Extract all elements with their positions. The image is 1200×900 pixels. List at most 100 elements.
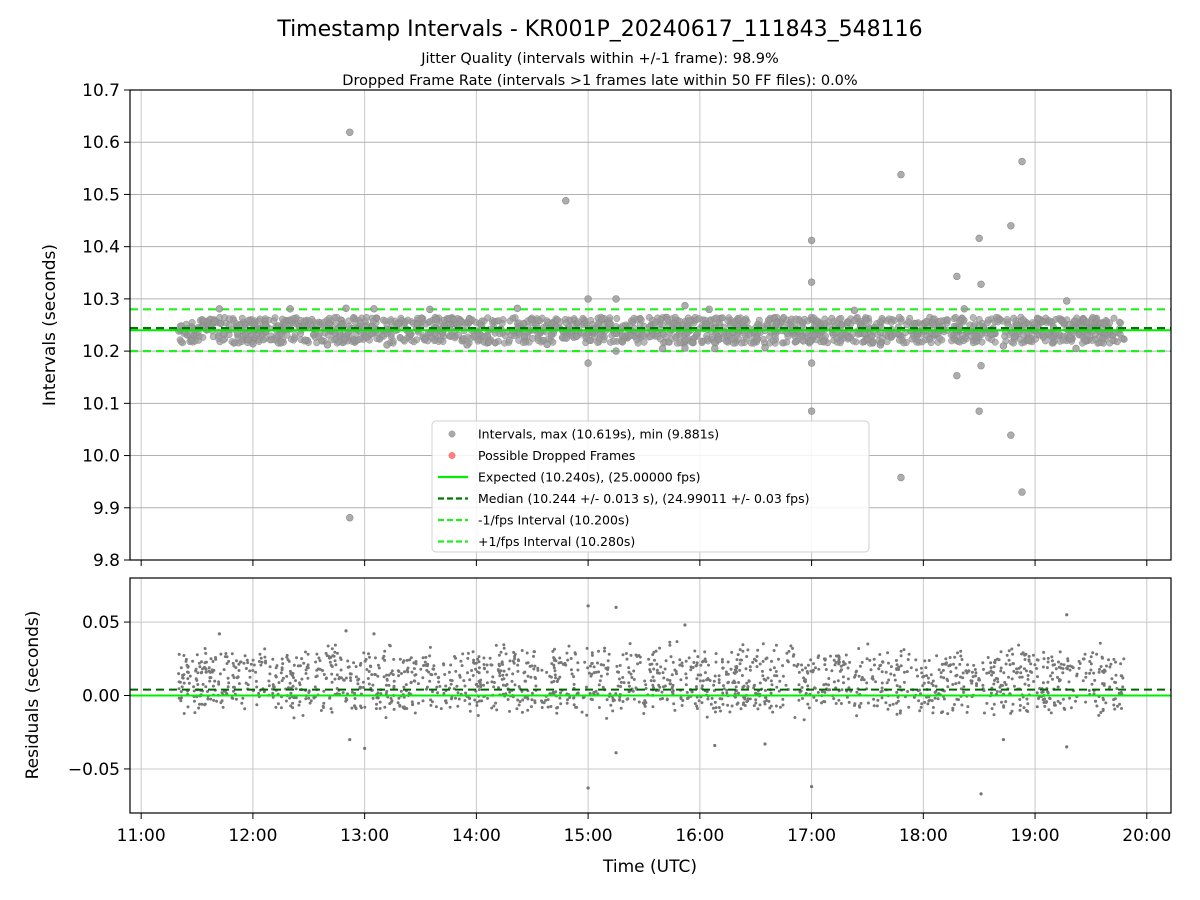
residual-point: [590, 698, 594, 702]
residual-point: [263, 647, 267, 651]
residual-point: [1103, 669, 1107, 673]
residual-point: [775, 674, 779, 678]
residual-point: [617, 670, 621, 674]
interval-band-point: [574, 318, 582, 326]
residual-point: [382, 675, 386, 679]
residual-point: [559, 702, 563, 706]
residual-point: [505, 673, 509, 677]
residual-point: [781, 697, 785, 701]
residual-point: [298, 700, 302, 704]
residual-point: [331, 654, 335, 658]
residual-point: [650, 662, 654, 666]
residual-point: [257, 691, 261, 695]
residual-point: [312, 695, 316, 699]
interval-band-point: [908, 335, 916, 343]
residual-point: [973, 668, 977, 671]
interval-point: [612, 295, 620, 303]
residual-point: [873, 663, 876, 667]
residual-point: [208, 679, 212, 683]
residual-point: [516, 663, 520, 667]
residual-point: [1051, 663, 1055, 667]
residual-point: [324, 677, 328, 681]
residual-point: [752, 704, 756, 708]
residual-point: [982, 711, 986, 715]
residual-point: [1074, 699, 1077, 703]
residual-point: [807, 706, 811, 710]
residual-point: [652, 667, 656, 671]
residual-point: [435, 685, 439, 689]
residual-point: [516, 669, 520, 673]
interval-band-point: [468, 316, 476, 324]
residual-point: [916, 674, 919, 678]
residual-point: [389, 700, 393, 704]
residual-point: [368, 655, 371, 659]
residual-point: [651, 705, 655, 709]
residual-point: [534, 684, 538, 688]
residual-point: [614, 751, 618, 755]
residual-point: [1107, 658, 1110, 662]
residual-point: [430, 700, 434, 704]
residual-point: [476, 657, 480, 661]
residual-point: [399, 689, 403, 693]
interval-point: [681, 301, 689, 310]
residual-point: [204, 651, 208, 655]
residual-point: [1110, 677, 1114, 681]
residual-point: [842, 681, 845, 685]
residual-point: [884, 701, 888, 705]
residual-point: [659, 665, 663, 669]
interval-band-point: [260, 336, 267, 344]
residual-point: [432, 664, 436, 668]
residual-point: [746, 685, 750, 688]
interval-band-point: [1110, 314, 1118, 322]
residual-point: [437, 680, 441, 684]
residual-point: [568, 696, 572, 699]
residual-point: [206, 697, 210, 701]
interval-point: [543, 340, 551, 349]
residual-point: [927, 659, 931, 662]
residual-point: [631, 689, 635, 693]
residual-point: [517, 703, 521, 707]
residual-point: [888, 703, 892, 707]
residual-point: [1092, 671, 1096, 675]
residuals-points: [177, 604, 1126, 796]
residual-point: [209, 657, 213, 661]
interval-band-point: [562, 319, 570, 327]
residual-point: [597, 670, 601, 674]
residual-point: [195, 678, 199, 682]
interval-point: [1007, 222, 1015, 230]
legend-label: Median (10.244 +/- 0.013 s), (24.99011 +…: [478, 491, 809, 506]
residual-point: [931, 684, 935, 687]
residual-point: [731, 681, 735, 685]
residual-point: [615, 664, 619, 668]
residual-point: [515, 707, 519, 711]
residual-point: [684, 672, 688, 676]
interval-band-point: [341, 335, 349, 343]
residual-point: [920, 702, 924, 706]
residual-point: [990, 673, 994, 677]
residual-point: [1058, 650, 1062, 654]
residual-point: [268, 672, 272, 676]
residual-point: [1102, 698, 1105, 702]
interval-band-point: [214, 332, 222, 340]
residual-point: [434, 672, 437, 676]
residual-point: [387, 673, 391, 677]
residual-point: [468, 678, 472, 682]
residual-point: [839, 664, 843, 668]
residual-point: [878, 653, 882, 656]
residual-point: [497, 686, 500, 690]
residual-point: [755, 655, 759, 658]
residual-point: [999, 690, 1002, 694]
residual-point: [318, 659, 322, 663]
residual-point: [461, 652, 465, 656]
residual-point: [555, 711, 559, 715]
interval-band-point: [389, 337, 397, 345]
residual-point: [770, 683, 774, 687]
interval-band-point: [689, 338, 697, 346]
interval-point: [562, 197, 570, 205]
residual-point: [1084, 700, 1088, 704]
residual-point: [1081, 679, 1085, 683]
residual-point: [552, 666, 556, 670]
residual-point: [473, 698, 477, 702]
interval-band-point: [927, 339, 935, 347]
interval-point: [960, 305, 968, 313]
